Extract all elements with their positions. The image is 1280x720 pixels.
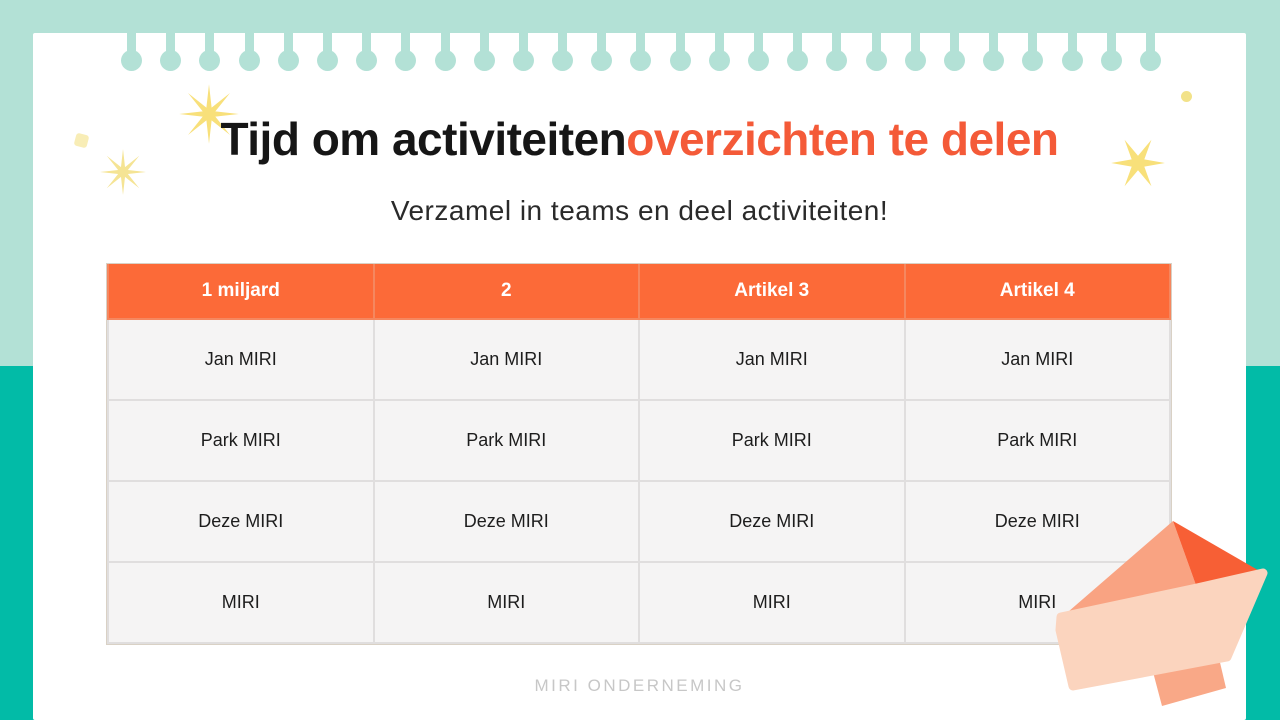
table-cell: Park MIRI (903, 399, 1171, 482)
table-cell: Deze MIRI (638, 480, 906, 563)
table-row: MIRI MIRI MIRI MIRI (107, 561, 1171, 644)
perforation-stem-icon (473, 33, 495, 71)
table-cell: Deze MIRI (107, 480, 375, 563)
title-orange-part: overzichten te delen (626, 113, 1059, 165)
perforation-stem-icon (121, 33, 142, 71)
table-cell: Jan MIRI (107, 318, 375, 401)
table-cell: MIRI (372, 561, 640, 644)
table-header-cell: 1 miljard (107, 264, 375, 320)
perforation-stem-icon (1139, 33, 1161, 71)
perforation-stem-icon (277, 33, 299, 71)
table-cell: Park MIRI (372, 399, 640, 482)
activity-table: 1 miljard 2 Artikel 3 Artikel 4 Jan MIRI… (107, 264, 1171, 644)
table-cell: MIRI (107, 561, 375, 644)
perforation-stem-icon (865, 33, 887, 71)
perforation-stem-icon (356, 33, 378, 71)
perforation-stem-icon (669, 33, 691, 71)
table-row: Jan MIRI Jan MIRI Jan MIRI Jan MIRI (107, 318, 1171, 401)
table-cell: Jan MIRI (372, 318, 640, 401)
perforation-stem-icon (434, 33, 456, 71)
perforation-stem-icon (826, 33, 848, 71)
table-header-cell: Artikel 4 (903, 264, 1171, 320)
table-cell: Park MIRI (638, 399, 906, 482)
table-cell: Jan MIRI (638, 318, 906, 401)
table-cell: Park MIRI (107, 399, 375, 482)
perforation-stem-icon (630, 33, 652, 71)
perforation-stem-icon (199, 33, 221, 71)
table-cell: MIRI (903, 561, 1171, 644)
perforation-stem-icon (316, 33, 338, 71)
perforation-stem-icon (238, 33, 260, 71)
table-cell: MIRI (638, 561, 906, 644)
perforation-stem-icon (591, 33, 613, 71)
perforation-stem-icon (748, 33, 769, 71)
slide-subtitle: Verzamel in teams en deel activiteiten! (390, 195, 889, 226)
table-row: Deze MIRI Deze MIRI Deze MIRI Deze MIRI (107, 480, 1171, 563)
table-cell: Deze MIRI (372, 480, 640, 563)
perforation-stem-icon (1022, 33, 1044, 71)
perforation-stem-icon (904, 33, 926, 71)
perforation-stem-icon (552, 33, 574, 71)
perforation-stem-icon (787, 33, 809, 71)
perforation-stem-icon (1100, 33, 1122, 71)
perforation-stem-icon (943, 33, 965, 71)
perforation-stem-icon (708, 33, 730, 71)
table-cell: Deze MIRI (903, 480, 1171, 563)
slide-title: Tijd om activiteitenoverzichten te delen (33, 110, 1246, 168)
table-header-cell: 2 (372, 264, 640, 320)
table-row: Park MIRI Park MIRI Park MIRI Park MIRI (107, 399, 1171, 482)
table-header-cell: Artikel 3 (638, 264, 906, 320)
perforation-stem-icon (512, 33, 534, 71)
perforation-stem-icon (160, 33, 182, 71)
table-cell: Jan MIRI (903, 318, 1171, 401)
notebook-perforation-row (121, 33, 1161, 71)
perforation-stem-icon (1061, 33, 1083, 71)
perforation-stem-icon (395, 33, 417, 71)
brand-footer: MIRI ONDERNEMING (534, 676, 745, 695)
perforation-stem-icon (983, 33, 1005, 71)
title-black-part: Tijd om activiteiten (220, 113, 627, 165)
table-header-row: 1 miljard 2 Artikel 3 Artikel 4 (107, 264, 1171, 320)
